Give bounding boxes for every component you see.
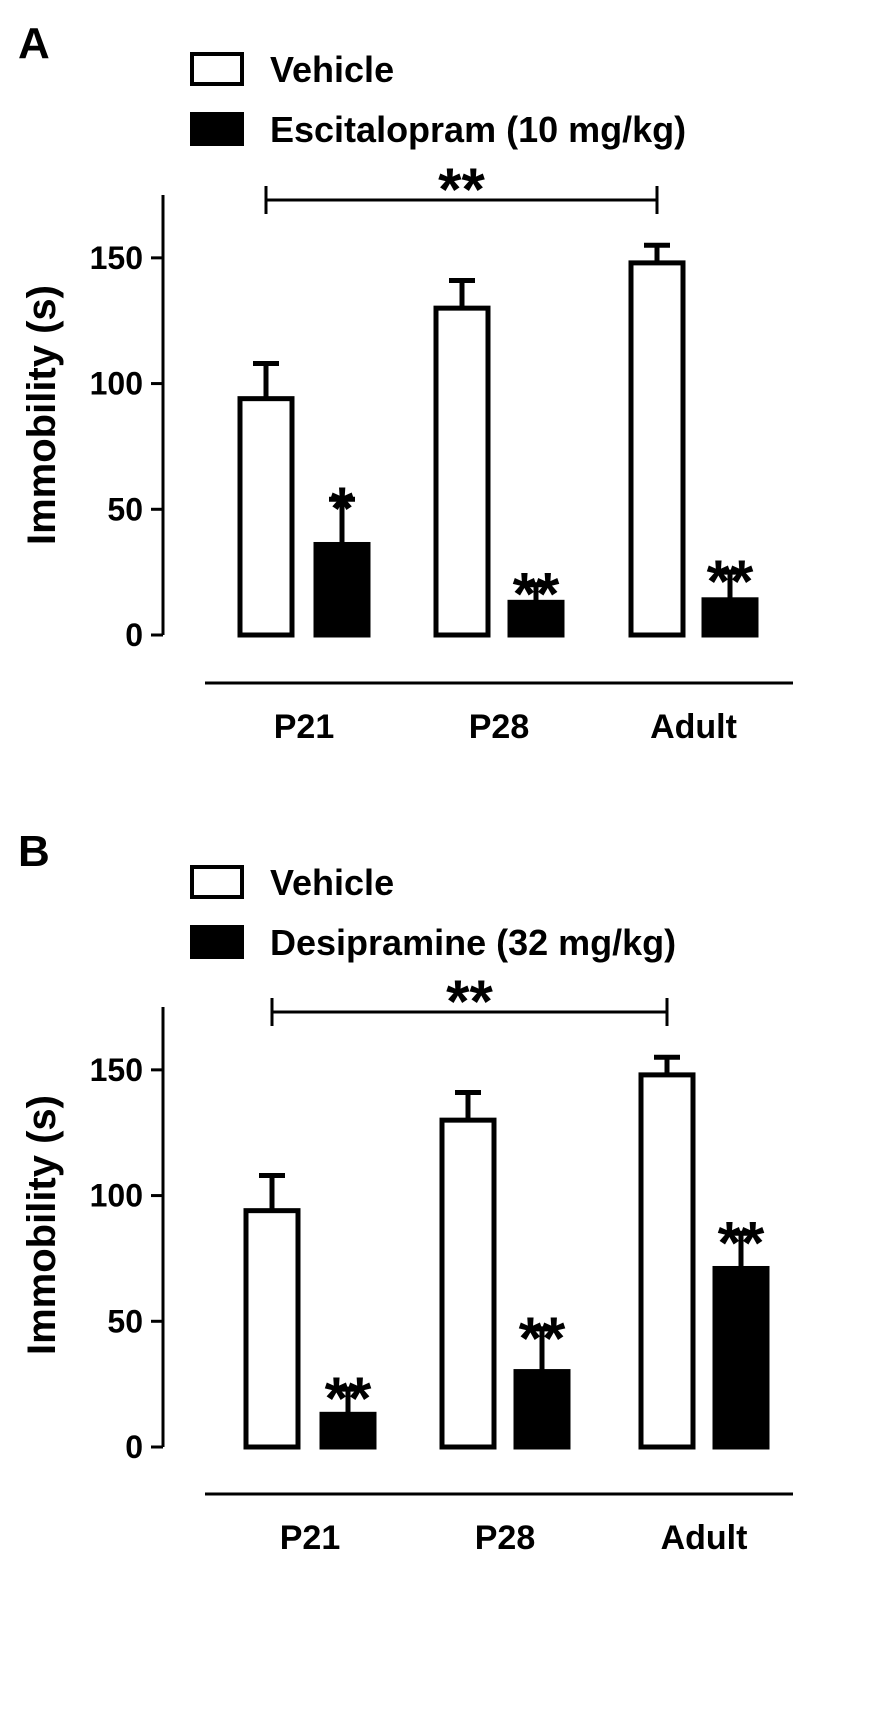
bracket-marker: ** <box>446 968 493 1035</box>
bar-drug <box>701 597 759 638</box>
y-axis-label: Immobility (s) <box>20 285 64 545</box>
y-tick-label: 100 <box>90 366 143 402</box>
bar-drug <box>313 541 371 638</box>
panel-label: A <box>18 19 50 68</box>
y-tick-label: 150 <box>90 240 143 276</box>
legend-label: Vehicle <box>270 49 394 90</box>
panel-label: B <box>18 827 50 876</box>
panel-b: B Vehicle Desipramine (32 mg/kg) 0 50 100 150 I… <box>18 827 793 1557</box>
significance-marker: ** <box>718 1209 765 1276</box>
legend-label: Desipramine (32 mg/kg) <box>270 922 676 963</box>
bar-vehicle <box>243 1208 301 1450</box>
bar-vehicle <box>433 305 491 638</box>
significance-marker: ** <box>325 1365 372 1432</box>
bar-vehicle <box>237 396 295 638</box>
panel-a: A Vehicle Escitalopram (10 mg/kg) 0 50 100 150… <box>18 19 793 746</box>
y-tick-label: 0 <box>125 617 143 653</box>
x-tick-label: P28 <box>475 1519 536 1557</box>
legend-label: Escitalopram (10 mg/kg) <box>270 109 686 150</box>
bar-drug <box>712 1265 770 1450</box>
x-tick-label: Adult <box>661 1519 748 1557</box>
legend-swatch-drug <box>190 925 244 959</box>
bar-vehicle <box>638 1072 696 1450</box>
x-tick-label: P28 <box>469 708 530 746</box>
legend-swatch-drug <box>190 112 244 146</box>
significance-marker: ** <box>707 548 754 615</box>
x-tick-label: P21 <box>280 1519 341 1557</box>
bar-vehicle <box>439 1117 497 1450</box>
x-tick-label: Adult <box>650 708 737 746</box>
y-tick-label: 150 <box>90 1052 143 1088</box>
bar-drug <box>513 1369 571 1450</box>
significance-marker: ** <box>519 1305 566 1372</box>
y-tick-label: 0 <box>125 1429 143 1465</box>
legend-swatch-vehicle <box>190 52 244 86</box>
bracket-marker: ** <box>438 156 485 223</box>
legend-swatch-vehicle <box>190 865 244 899</box>
x-tick-label: P21 <box>274 708 335 746</box>
legend-label: Vehicle <box>270 862 394 903</box>
y-axis-label: Immobility (s) <box>20 1095 64 1355</box>
y-tick-label: 50 <box>107 491 143 527</box>
bar-drug <box>507 599 565 638</box>
bar-vehicle <box>628 260 686 638</box>
y-tick-label: 50 <box>107 1303 143 1339</box>
y-tick-label: 100 <box>90 1178 143 1214</box>
bar-drug <box>319 1411 377 1450</box>
significance-marker: * <box>330 475 354 542</box>
significance-marker: ** <box>513 561 560 628</box>
